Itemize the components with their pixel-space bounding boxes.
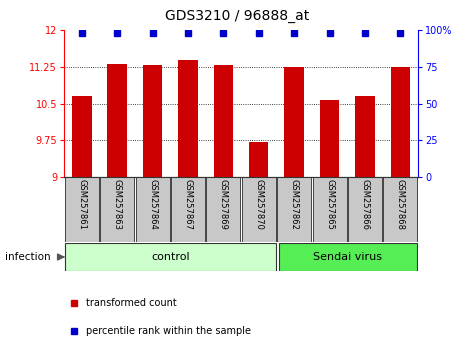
FancyBboxPatch shape: [65, 243, 276, 271]
Bar: [355, 96, 375, 177]
Text: GSM257866: GSM257866: [361, 179, 370, 230]
Bar: [320, 100, 339, 177]
Text: transformed count: transformed count: [86, 298, 176, 308]
Text: GSM257861: GSM257861: [77, 179, 86, 230]
Text: GSM257862: GSM257862: [290, 179, 299, 230]
Bar: [178, 61, 198, 177]
Text: GSM257863: GSM257863: [113, 179, 122, 230]
FancyBboxPatch shape: [278, 243, 418, 271]
Text: GSM257865: GSM257865: [325, 179, 334, 230]
FancyBboxPatch shape: [65, 177, 99, 242]
Text: infection: infection: [5, 252, 50, 262]
Text: GSM257864: GSM257864: [148, 179, 157, 230]
FancyBboxPatch shape: [100, 177, 134, 242]
Text: GSM257868: GSM257868: [396, 179, 405, 230]
Bar: [72, 96, 92, 177]
FancyBboxPatch shape: [277, 177, 311, 242]
Text: GSM257867: GSM257867: [183, 179, 192, 230]
Bar: [214, 65, 233, 177]
Text: control: control: [151, 252, 190, 262]
Bar: [390, 67, 410, 177]
Text: GSM257870: GSM257870: [254, 179, 263, 230]
FancyBboxPatch shape: [135, 177, 170, 242]
Bar: [107, 64, 127, 177]
Bar: [143, 65, 162, 177]
Bar: [249, 142, 268, 177]
Text: Sendai virus: Sendai virus: [313, 252, 382, 262]
FancyBboxPatch shape: [242, 177, 276, 242]
Text: percentile rank within the sample: percentile rank within the sample: [86, 326, 250, 336]
FancyBboxPatch shape: [383, 177, 418, 242]
FancyBboxPatch shape: [206, 177, 240, 242]
Text: GSM257869: GSM257869: [219, 179, 228, 230]
FancyBboxPatch shape: [348, 177, 382, 242]
FancyBboxPatch shape: [171, 177, 205, 242]
Text: GDS3210 / 96888_at: GDS3210 / 96888_at: [165, 9, 310, 23]
Bar: [285, 67, 304, 177]
FancyBboxPatch shape: [313, 177, 347, 242]
